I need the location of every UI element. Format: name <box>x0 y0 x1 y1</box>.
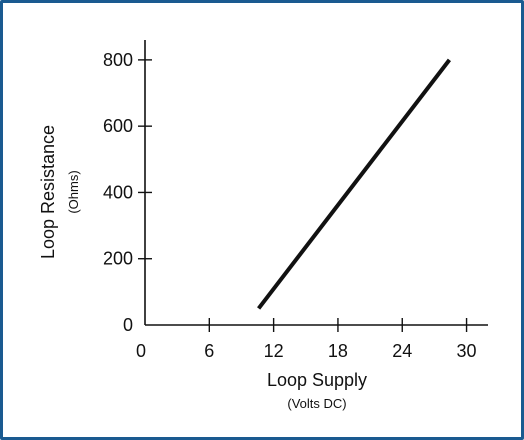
y-tick-label-200: 200 <box>103 249 133 269</box>
x-axis-title: Loop Supply <box>267 370 367 390</box>
x-tick-label-18: 18 <box>328 341 348 361</box>
x-tick-label-30: 30 <box>457 341 477 361</box>
x-tick-label-6: 6 <box>204 341 214 361</box>
y-axis-unit: (Ohms) <box>66 170 81 213</box>
x-axis-unit: (Volts DC) <box>287 396 346 411</box>
y-tick-label-0: 0 <box>123 315 133 335</box>
x-tick-label-24: 24 <box>392 341 412 361</box>
y-axis-title: Loop Resistance <box>38 125 58 259</box>
x-tick-label-12: 12 <box>264 341 284 361</box>
x-tick-label-0: 0 <box>136 341 146 361</box>
y-tick-label-600: 600 <box>103 116 133 136</box>
y-tick-label-800: 800 <box>103 50 133 70</box>
y-tick-label-400: 400 <box>103 182 133 202</box>
plot-area: 0 6 12 18 24 30 0 200 400 600 800 <box>103 40 488 361</box>
series-line-0 <box>257 58 451 310</box>
